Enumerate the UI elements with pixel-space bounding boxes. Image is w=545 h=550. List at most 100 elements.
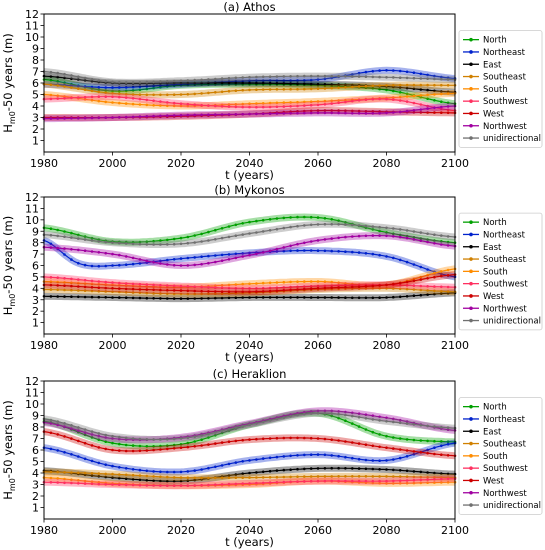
series-point	[440, 105, 443, 109]
series-point	[227, 283, 231, 287]
series-point	[378, 229, 381, 233]
series-point	[248, 251, 251, 255]
series-point	[193, 469, 196, 472]
series-point	[207, 476, 210, 480]
series-point	[309, 453, 313, 457]
series-point	[330, 475, 334, 478]
series-point	[330, 249, 334, 253]
series-point	[138, 81, 142, 84]
series-point	[330, 111, 334, 115]
legend-marker	[469, 37, 473, 42]
series-point	[159, 475, 162, 479]
series-point	[220, 227, 224, 230]
series-point	[296, 224, 299, 228]
legend-marker	[469, 294, 473, 298]
series-point	[323, 467, 327, 470]
series-point	[200, 232, 203, 236]
series-point	[63, 95, 66, 98]
series-point	[440, 243, 443, 246]
series-point	[227, 476, 231, 480]
series-point	[241, 476, 244, 480]
series-point	[351, 75, 354, 78]
series-point	[330, 102, 334, 105]
legend-box	[458, 30, 543, 148]
series-point	[289, 225, 292, 229]
series-point	[398, 76, 402, 79]
series-point	[152, 261, 155, 264]
series-point	[227, 225, 231, 228]
series-point	[70, 86, 73, 89]
series-point	[323, 83, 327, 86]
legend-box	[458, 397, 543, 515]
series-point	[159, 470, 162, 474]
series-point	[351, 411, 354, 415]
legend-label: Northwest	[483, 122, 527, 132]
series-point	[138, 288, 142, 291]
series-point	[261, 290, 265, 293]
series-point	[337, 223, 340, 226]
series-point	[357, 85, 361, 88]
series-point	[49, 288, 53, 291]
series-point	[303, 74, 306, 78]
series-point	[446, 428, 450, 432]
series-point	[255, 75, 258, 79]
series-point	[166, 258, 169, 262]
series-point	[344, 419, 347, 423]
series-point	[378, 111, 381, 115]
series-point	[166, 263, 169, 266]
series-point	[56, 80, 59, 83]
series-point	[207, 78, 210, 81]
series-point	[90, 436, 94, 439]
series-point	[56, 433, 59, 436]
series-point	[357, 457, 361, 461]
y-tick-label: 6	[32, 444, 39, 457]
series-point	[323, 437, 327, 441]
series-point	[138, 478, 142, 482]
series-point	[440, 234, 443, 237]
series-point	[124, 263, 128, 267]
legend: North Northeast East Southeast South Southwes…	[458, 397, 543, 515]
series-point	[309, 249, 313, 252]
series-point	[275, 247, 279, 251]
series-point	[207, 436, 210, 439]
series-point	[111, 80, 114, 84]
series-point	[316, 82, 320, 86]
series-point	[255, 287, 258, 290]
series-point	[138, 437, 142, 441]
series-point	[385, 88, 388, 92]
series-point	[234, 473, 238, 476]
series-point	[289, 79, 292, 82]
series-point	[303, 79, 306, 82]
series-point	[275, 296, 279, 299]
series-point	[56, 75, 59, 79]
series-point	[248, 79, 251, 82]
series-point	[268, 81, 272, 85]
series-point	[145, 484, 149, 487]
series-point	[282, 101, 286, 104]
series-point	[371, 69, 375, 73]
series-point	[77, 479, 80, 482]
series-point	[344, 109, 347, 112]
series-point	[77, 278, 80, 281]
series-point	[426, 268, 429, 271]
series-point	[179, 113, 183, 117]
series-point	[83, 471, 87, 475]
series-point	[159, 438, 162, 441]
series-point	[316, 479, 320, 483]
series-point	[337, 74, 340, 78]
series-point	[364, 413, 368, 417]
series-point	[385, 482, 388, 485]
series-point	[214, 465, 217, 469]
series-point	[378, 479, 381, 483]
series-point	[131, 97, 135, 100]
series-point	[261, 102, 265, 105]
series-point	[275, 250, 279, 253]
series-point	[220, 286, 224, 290]
series-point	[241, 88, 244, 92]
series-point	[152, 438, 155, 441]
series-point	[357, 442, 361, 445]
series-point	[351, 283, 354, 287]
series-point	[152, 104, 155, 107]
legend-item-east: East	[463, 427, 502, 437]
series-point	[364, 84, 368, 88]
